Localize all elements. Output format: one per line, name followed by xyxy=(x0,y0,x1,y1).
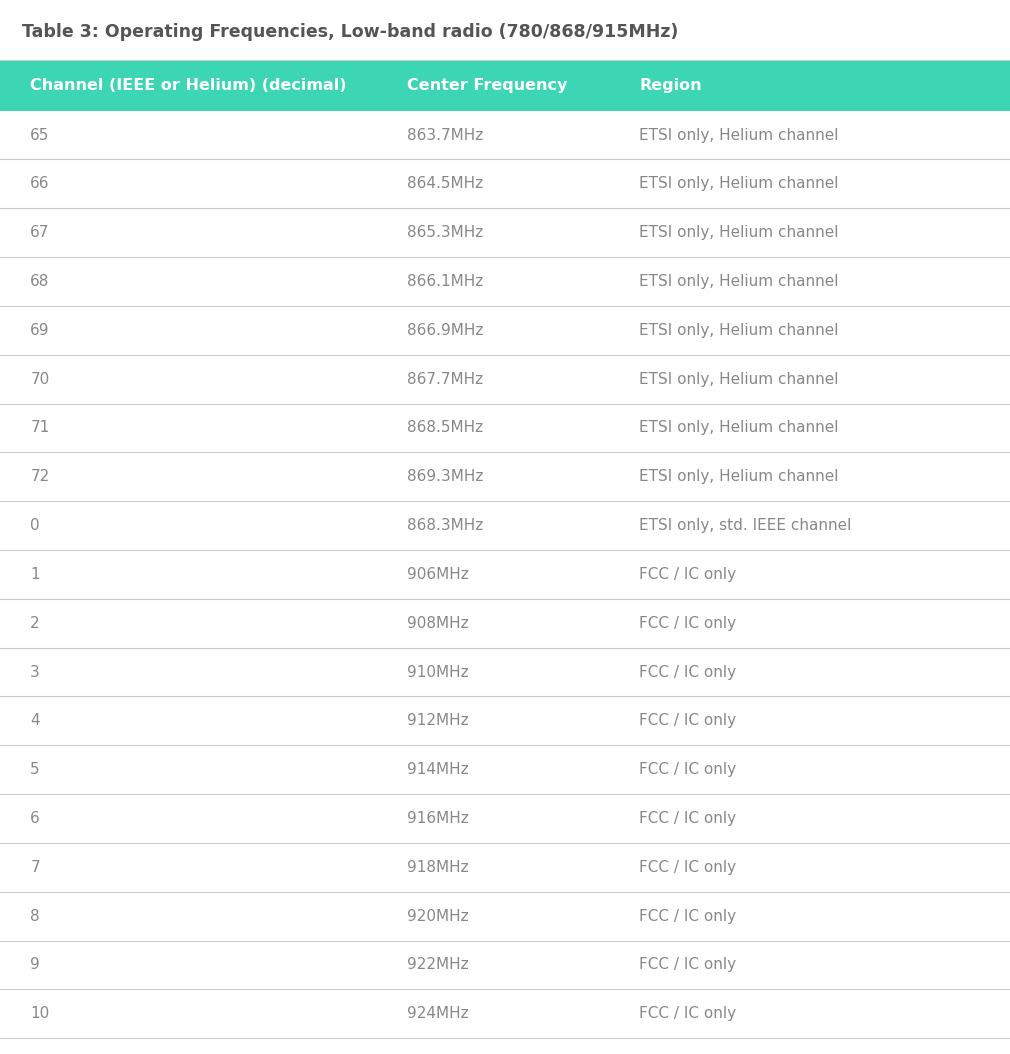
Text: Region: Region xyxy=(639,78,702,93)
Text: ETSI only, Helium channel: ETSI only, Helium channel xyxy=(639,128,839,142)
Text: ETSI only, Helium channel: ETSI only, Helium channel xyxy=(639,226,839,240)
Text: 866.9MHz: 866.9MHz xyxy=(407,323,484,338)
Text: 869.3MHz: 869.3MHz xyxy=(407,469,484,484)
Text: 924MHz: 924MHz xyxy=(407,1007,469,1021)
Text: 916MHz: 916MHz xyxy=(407,811,469,826)
Text: 65: 65 xyxy=(30,128,49,142)
Text: FCC / IC only: FCC / IC only xyxy=(639,567,736,582)
Text: 10: 10 xyxy=(30,1007,49,1021)
Text: ETSI only, Helium channel: ETSI only, Helium channel xyxy=(639,176,839,192)
Text: 914MHz: 914MHz xyxy=(407,762,469,777)
Text: 66: 66 xyxy=(30,176,49,192)
Text: FCC / IC only: FCC / IC only xyxy=(639,762,736,777)
Text: FCC / IC only: FCC / IC only xyxy=(639,616,736,630)
Text: 5: 5 xyxy=(30,762,40,777)
Text: FCC / IC only: FCC / IC only xyxy=(639,957,736,973)
Text: Channel (IEEE or Helium) (decimal): Channel (IEEE or Helium) (decimal) xyxy=(30,78,346,93)
Text: 864.5MHz: 864.5MHz xyxy=(407,176,483,192)
Text: ETSI only, Helium channel: ETSI only, Helium channel xyxy=(639,469,839,484)
Text: ETSI only, Helium channel: ETSI only, Helium channel xyxy=(639,421,839,435)
Text: 0: 0 xyxy=(30,519,40,533)
Text: 2: 2 xyxy=(30,616,40,630)
Text: 1: 1 xyxy=(30,567,40,582)
Text: Center Frequency: Center Frequency xyxy=(407,78,568,93)
Text: 868.3MHz: 868.3MHz xyxy=(407,519,483,533)
Text: FCC / IC only: FCC / IC only xyxy=(639,860,736,875)
Text: ETSI only, std. IEEE channel: ETSI only, std. IEEE channel xyxy=(639,519,851,533)
Text: ETSI only, Helium channel: ETSI only, Helium channel xyxy=(639,372,839,387)
Text: 863.7MHz: 863.7MHz xyxy=(407,128,483,142)
Text: ETSI only, Helium channel: ETSI only, Helium channel xyxy=(639,323,839,338)
Text: 70: 70 xyxy=(30,372,49,387)
Text: FCC / IC only: FCC / IC only xyxy=(639,811,736,826)
Text: ETSI only, Helium channel: ETSI only, Helium channel xyxy=(639,274,839,289)
Text: FCC / IC only: FCC / IC only xyxy=(639,1007,736,1021)
Text: 868.5MHz: 868.5MHz xyxy=(407,421,483,435)
Text: 9: 9 xyxy=(30,957,40,973)
Text: FCC / IC only: FCC / IC only xyxy=(639,714,736,728)
Text: FCC / IC only: FCC / IC only xyxy=(639,665,736,680)
Text: 910MHz: 910MHz xyxy=(407,665,469,680)
Text: 920MHz: 920MHz xyxy=(407,909,469,923)
Text: 922MHz: 922MHz xyxy=(407,957,469,973)
Text: 865.3MHz: 865.3MHz xyxy=(407,226,483,240)
Text: 7: 7 xyxy=(30,860,40,875)
Text: Table 3: Operating Frequencies, Low-band radio (780/868/915MHz): Table 3: Operating Frequencies, Low-band… xyxy=(22,23,679,41)
Text: 906MHz: 906MHz xyxy=(407,567,469,582)
Text: 4: 4 xyxy=(30,714,40,728)
Text: 69: 69 xyxy=(30,323,49,338)
Text: 867.7MHz: 867.7MHz xyxy=(407,372,483,387)
Text: 918MHz: 918MHz xyxy=(407,860,469,875)
Text: 67: 67 xyxy=(30,226,49,240)
Text: 866.1MHz: 866.1MHz xyxy=(407,274,483,289)
Text: 71: 71 xyxy=(30,421,49,435)
Text: 68: 68 xyxy=(30,274,49,289)
Text: 908MHz: 908MHz xyxy=(407,616,469,630)
Text: 6: 6 xyxy=(30,811,40,826)
Text: 3: 3 xyxy=(30,665,40,680)
Text: 8: 8 xyxy=(30,909,40,923)
Text: 72: 72 xyxy=(30,469,49,484)
Text: FCC / IC only: FCC / IC only xyxy=(639,909,736,923)
Text: 912MHz: 912MHz xyxy=(407,714,469,728)
